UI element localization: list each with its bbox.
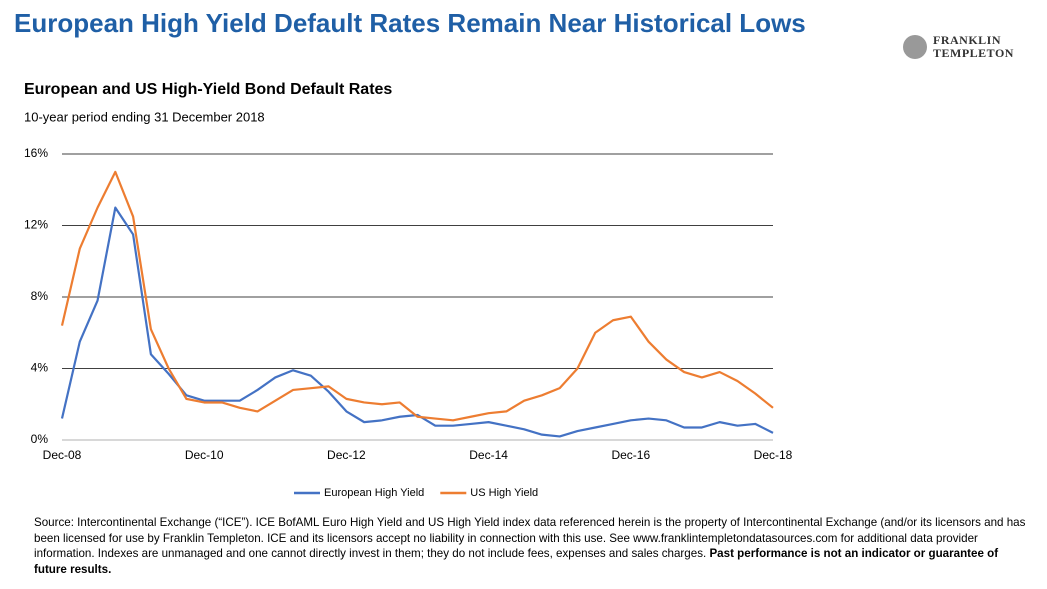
y-tick-label: 12% xyxy=(24,218,48,232)
logo-icon xyxy=(903,35,927,59)
logo-text: FRANKLIN TEMPLETON xyxy=(933,34,1014,60)
y-tick-label: 8% xyxy=(31,289,49,303)
legend-label: US High Yield xyxy=(470,487,538,499)
source-note: Source: Intercontinental Exchange (“ICE”… xyxy=(34,515,1034,577)
series-line xyxy=(60,206,774,438)
logo-line: TEMPLETON xyxy=(933,46,1014,60)
x-tick-label: Dec-16 xyxy=(611,448,650,462)
chart-subtitle: 10-year period ending 31 December 2018 xyxy=(24,109,265,124)
disclaimer: Past performance is not an indicator or … xyxy=(34,547,999,576)
logo: FRANKLIN TEMPLETON xyxy=(903,34,1014,60)
logo-line: FRANKLIN xyxy=(933,33,1002,47)
source-text: Source: Intercontinental Exchange (“ICE”… xyxy=(34,516,1026,560)
x-tick-label: Dec-12 xyxy=(327,448,366,462)
legend-label: European High Yield xyxy=(324,487,424,499)
x-tick-label: Dec-10 xyxy=(185,448,224,462)
x-tick-label: Dec-08 xyxy=(43,448,82,462)
series-line xyxy=(60,170,774,422)
y-tick-label: 0% xyxy=(31,432,49,446)
x-tick-label: Dec-14 xyxy=(469,448,508,462)
y-tick-label: 4% xyxy=(31,361,49,375)
chart-title: European and US High-Yield Bond Default … xyxy=(24,81,392,98)
y-tick-label: 16% xyxy=(24,146,48,160)
page-title: European High Yield Default Rates Remain… xyxy=(14,8,806,38)
x-tick-label: Dec-18 xyxy=(754,448,793,462)
chart: European and US High-Yield Bond Default … xyxy=(24,81,793,499)
